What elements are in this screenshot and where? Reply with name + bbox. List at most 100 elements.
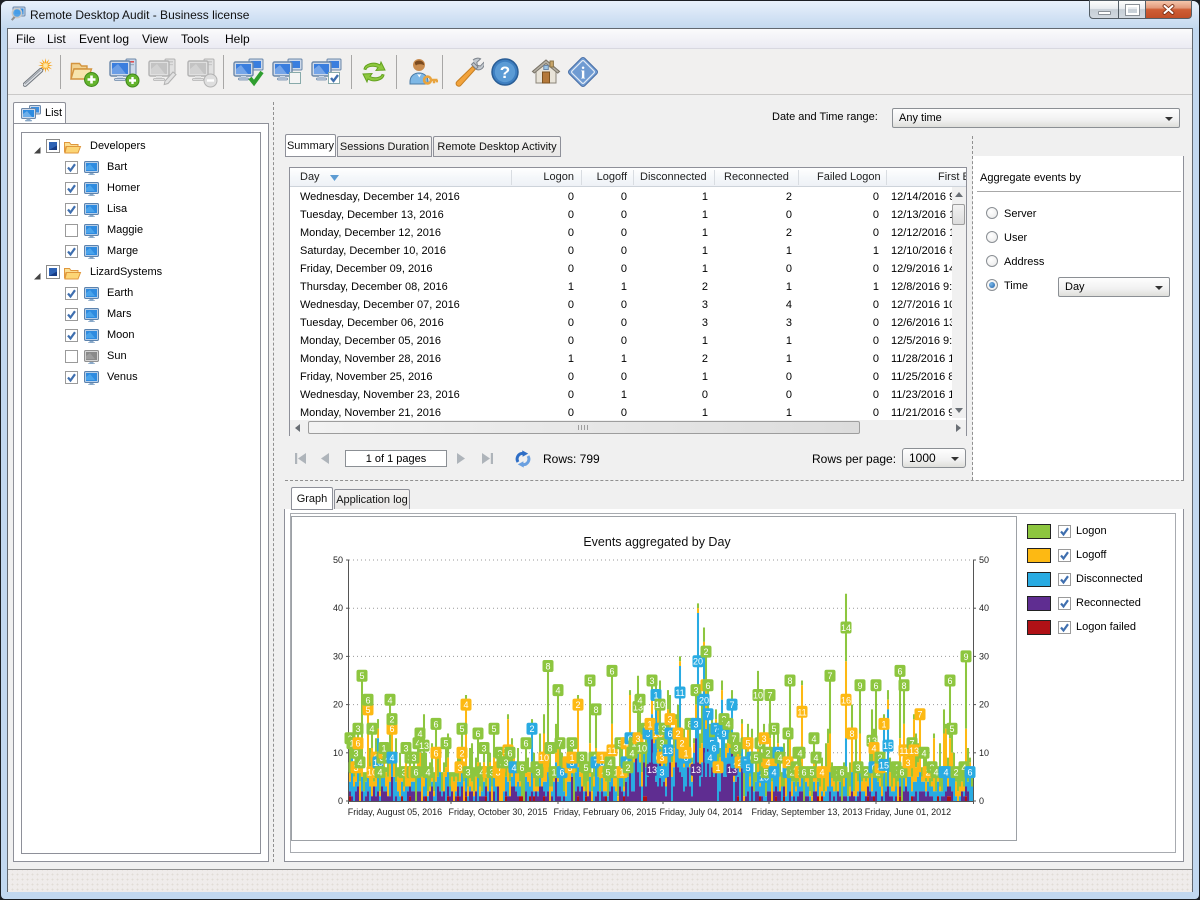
svg-text:7: 7: [713, 724, 718, 734]
svg-text:3: 3: [355, 724, 360, 734]
svg-text:11: 11: [899, 746, 908, 756]
svg-text:14: 14: [841, 623, 851, 633]
svg-text:16: 16: [841, 695, 851, 705]
svg-text:1: 1: [619, 768, 624, 778]
svg-text:3: 3: [535, 768, 540, 778]
svg-text:11: 11: [797, 707, 806, 717]
svg-text:8: 8: [547, 744, 552, 754]
svg-text:9: 9: [963, 652, 968, 662]
svg-text:4: 4: [771, 768, 776, 778]
svg-text:50: 50: [333, 555, 343, 565]
svg-text:4: 4: [933, 768, 938, 778]
svg-text:6: 6: [519, 763, 524, 773]
svg-text:13: 13: [691, 765, 701, 775]
svg-text:1: 1: [647, 719, 652, 729]
svg-text:10: 10: [655, 700, 665, 710]
svg-text:5: 5: [359, 671, 364, 681]
svg-text:7: 7: [593, 758, 598, 768]
svg-text:13: 13: [633, 703, 643, 713]
svg-text:8: 8: [787, 676, 792, 686]
svg-text:20: 20: [693, 657, 703, 667]
svg-text:2: 2: [877, 753, 882, 763]
svg-text:Friday, February 06, 2015: Friday, February 06, 2015: [554, 807, 657, 817]
svg-text:4: 4: [417, 729, 422, 739]
svg-text:50: 50: [979, 555, 989, 565]
svg-text:3: 3: [489, 768, 494, 778]
svg-text:3: 3: [659, 768, 664, 778]
svg-text:6: 6: [355, 739, 360, 749]
svg-text:7: 7: [705, 710, 710, 720]
svg-text:5: 5: [809, 768, 814, 778]
svg-text:10: 10: [637, 744, 647, 754]
svg-text:6: 6: [801, 768, 806, 778]
svg-text:2: 2: [863, 768, 868, 778]
svg-text:4: 4: [377, 768, 382, 778]
svg-text:13: 13: [867, 736, 877, 746]
svg-text:3: 3: [761, 734, 766, 744]
svg-text:6: 6: [711, 744, 716, 754]
svg-text:3: 3: [579, 753, 584, 763]
svg-text:3: 3: [667, 715, 672, 725]
svg-text:10: 10: [753, 691, 763, 701]
svg-text:5: 5: [771, 724, 776, 734]
svg-text:4: 4: [463, 700, 468, 710]
svg-text:1: 1: [599, 753, 604, 763]
svg-text:1: 1: [569, 753, 574, 763]
svg-text:6: 6: [897, 666, 902, 676]
svg-text:7: 7: [909, 739, 914, 749]
svg-text:Friday, August 05, 2016: Friday, August 05, 2016: [348, 807, 442, 817]
svg-text:1: 1: [653, 691, 658, 701]
svg-text:13: 13: [663, 746, 673, 756]
svg-text:5: 5: [617, 739, 622, 749]
svg-text:4: 4: [961, 763, 966, 773]
svg-text:15: 15: [883, 741, 893, 751]
svg-text:30: 30: [979, 651, 989, 661]
svg-text:20: 20: [979, 700, 989, 710]
svg-text:6: 6: [839, 768, 844, 778]
svg-text:3: 3: [693, 686, 698, 696]
svg-text:4: 4: [777, 753, 782, 763]
svg-text:4: 4: [725, 719, 730, 729]
svg-text:?: ?: [500, 63, 510, 82]
svg-text:Friday, October 30, 2015: Friday, October 30, 2015: [449, 807, 548, 817]
svg-text:3: 3: [353, 748, 358, 758]
svg-text:4: 4: [629, 748, 634, 758]
svg-text:5: 5: [491, 724, 496, 734]
svg-text:8: 8: [687, 719, 692, 729]
svg-text:40: 40: [333, 603, 343, 613]
svg-text:7: 7: [729, 700, 734, 710]
svg-text:7: 7: [827, 671, 832, 681]
svg-text:5: 5: [459, 724, 464, 734]
svg-text:6: 6: [475, 729, 480, 739]
svg-text:1: 1: [715, 763, 720, 773]
svg-text:1: 1: [613, 768, 618, 778]
svg-text:1: 1: [881, 719, 886, 729]
svg-text:6: 6: [389, 724, 394, 734]
svg-text:4: 4: [819, 768, 824, 778]
svg-text:7: 7: [767, 691, 772, 701]
svg-text:3: 3: [401, 768, 406, 778]
svg-text:4: 4: [555, 686, 560, 696]
svg-text:13: 13: [647, 765, 657, 775]
svg-text:5: 5: [763, 768, 768, 778]
svg-text:4: 4: [357, 758, 362, 768]
svg-text:3: 3: [659, 753, 664, 763]
svg-text:6: 6: [947, 676, 952, 686]
svg-text:3: 3: [569, 739, 574, 749]
svg-text:13: 13: [419, 741, 429, 751]
svg-text:4: 4: [415, 739, 420, 749]
svg-text:3: 3: [635, 734, 640, 744]
svg-text:11: 11: [675, 688, 684, 698]
svg-text:3: 3: [693, 719, 698, 729]
svg-text:4: 4: [369, 724, 374, 734]
svg-text:8: 8: [545, 662, 550, 672]
svg-text:5: 5: [753, 753, 758, 763]
svg-text:2: 2: [529, 724, 534, 734]
svg-text:6: 6: [413, 768, 418, 778]
svg-text:10: 10: [367, 768, 377, 778]
svg-text:6: 6: [523, 739, 528, 749]
svg-text:3: 3: [457, 763, 462, 773]
svg-text:13: 13: [727, 765, 737, 775]
svg-text:6: 6: [559, 768, 564, 778]
svg-text:6: 6: [507, 748, 512, 758]
